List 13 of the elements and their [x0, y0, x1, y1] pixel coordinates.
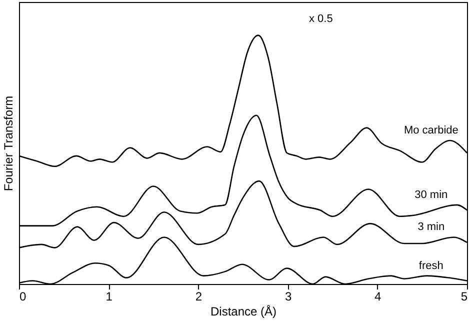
text: x 0.5 — [309, 13, 333, 25]
x-tick-label: 0 — [20, 290, 26, 304]
x-tick-label: 4 — [374, 290, 382, 304]
x-tick-label: 1 — [106, 290, 113, 304]
x-axis-title: Distance (Å) — [210, 304, 277, 318]
series-label: fresh — [418, 260, 444, 272]
y-axis-title: Fourier Transform — [2, 96, 16, 192]
x-tick-label: 3 — [284, 290, 292, 304]
series-label: Mo carbide — [404, 124, 458, 137]
x-tick-label: 5 — [460, 290, 468, 304]
series-label: 30 min — [414, 188, 448, 201]
x-tick-label: 2 — [195, 290, 202, 304]
series-label: 3 min — [418, 221, 445, 234]
